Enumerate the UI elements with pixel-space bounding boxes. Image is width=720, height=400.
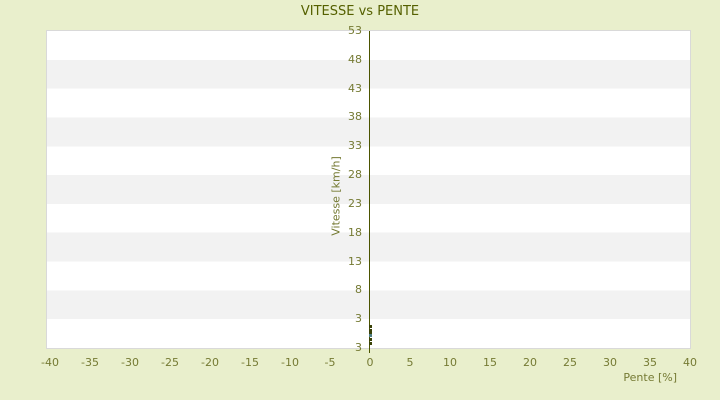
plot-area	[46, 30, 691, 353]
y-tick-label: 13	[348, 254, 362, 268]
x-tick-label: 10	[443, 356, 457, 369]
y-tick-label: 23	[348, 196, 362, 210]
y-tick-label: 28	[348, 168, 362, 182]
x-tick-label: 35	[643, 356, 657, 369]
x-tick-label: 15	[483, 356, 497, 369]
x-tick-label: -35	[81, 356, 99, 369]
x-tick-label: -10	[281, 356, 299, 369]
vitesse-points-marker	[369, 338, 372, 342]
x-tick-label: 0	[366, 356, 374, 369]
x-tick-label: -30	[121, 356, 139, 369]
x-tick-label: -25	[161, 356, 179, 369]
y-axis-line	[369, 31, 370, 353]
y-axis-title: Vitesse [km/h]	[329, 156, 343, 236]
x-tick-label: 20	[523, 356, 537, 369]
y-tick-label: 18	[348, 225, 362, 239]
x-tick-label: 40	[683, 356, 697, 369]
x-tick-label: -15	[241, 356, 259, 369]
x-tick-label: 25	[563, 356, 577, 369]
y-tick-label: 48	[348, 52, 362, 66]
x-tick-label: -5	[324, 356, 336, 369]
x-tick-label: 5	[406, 356, 414, 369]
vitesse-points-marker	[369, 341, 372, 345]
y-tick-label: 3	[355, 341, 362, 354]
highlighted-point-marker	[369, 333, 372, 337]
y-tick-label: 33	[348, 139, 362, 153]
y-tick-label: 53	[348, 24, 362, 37]
y-tick-label: 8	[355, 283, 362, 297]
x-tick-label: -40	[41, 356, 59, 369]
x-tick-label: -20	[201, 356, 219, 369]
y-tick-label: 38	[348, 110, 362, 124]
y-tick-label: 43	[348, 81, 362, 95]
vitesse-points-marker	[369, 324, 372, 328]
vitesse-points-marker	[369, 330, 372, 334]
x-tick-label: 30	[603, 356, 617, 369]
y-tick-label: 3	[355, 312, 362, 326]
chart-title: VITESSE vs PENTE	[300, 4, 420, 19]
vitesse-points-marker	[369, 328, 372, 332]
x-axis-title: Pente [%]	[623, 371, 677, 384]
